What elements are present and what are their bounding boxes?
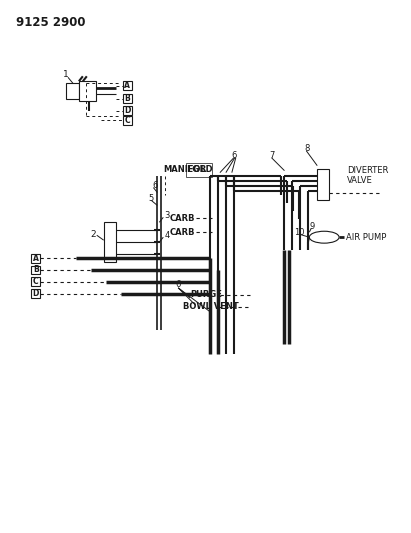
Polygon shape bbox=[79, 81, 96, 101]
Text: CARB: CARB bbox=[170, 228, 195, 237]
Text: 6: 6 bbox=[175, 280, 180, 289]
Text: 8: 8 bbox=[304, 144, 310, 154]
Text: 1: 1 bbox=[63, 70, 69, 79]
Text: 3: 3 bbox=[164, 211, 170, 220]
Text: EGR: EGR bbox=[186, 165, 206, 174]
Text: 10: 10 bbox=[294, 228, 305, 237]
Text: B: B bbox=[33, 265, 39, 274]
Text: 4: 4 bbox=[164, 231, 169, 240]
Bar bbox=[122, 94, 132, 103]
Text: 9125 2900: 9125 2900 bbox=[16, 15, 86, 29]
Text: 2: 2 bbox=[90, 230, 96, 239]
Text: C: C bbox=[124, 116, 130, 125]
Bar bbox=[104, 222, 115, 262]
Polygon shape bbox=[66, 83, 79, 99]
Text: 7: 7 bbox=[270, 151, 275, 160]
Bar bbox=[122, 116, 132, 125]
Bar bbox=[31, 265, 40, 274]
Text: C: C bbox=[33, 277, 39, 286]
Text: DIVERTER
VALVE: DIVERTER VALVE bbox=[347, 166, 388, 185]
Text: D: D bbox=[124, 106, 130, 115]
Bar bbox=[122, 81, 132, 90]
Text: CARB: CARB bbox=[170, 214, 195, 223]
Text: 9: 9 bbox=[309, 222, 314, 231]
Text: B: B bbox=[124, 94, 130, 103]
Text: BOWL VENT: BOWL VENT bbox=[183, 302, 239, 311]
Ellipse shape bbox=[309, 231, 339, 243]
Text: A: A bbox=[124, 81, 130, 90]
Bar bbox=[31, 277, 40, 286]
Text: 6: 6 bbox=[232, 151, 237, 160]
Text: A: A bbox=[33, 254, 39, 263]
Bar bbox=[31, 289, 40, 298]
Bar bbox=[31, 254, 40, 263]
Text: MANIFOLD: MANIFOLD bbox=[163, 165, 213, 174]
Bar bbox=[186, 163, 212, 176]
Text: PURGE: PURGE bbox=[190, 290, 222, 300]
Text: 6: 6 bbox=[152, 181, 158, 190]
Bar bbox=[317, 168, 329, 200]
Text: 5: 5 bbox=[148, 194, 154, 203]
Bar bbox=[122, 106, 132, 115]
Text: D: D bbox=[32, 289, 39, 298]
Text: AIR PUMP: AIR PUMP bbox=[346, 233, 386, 241]
